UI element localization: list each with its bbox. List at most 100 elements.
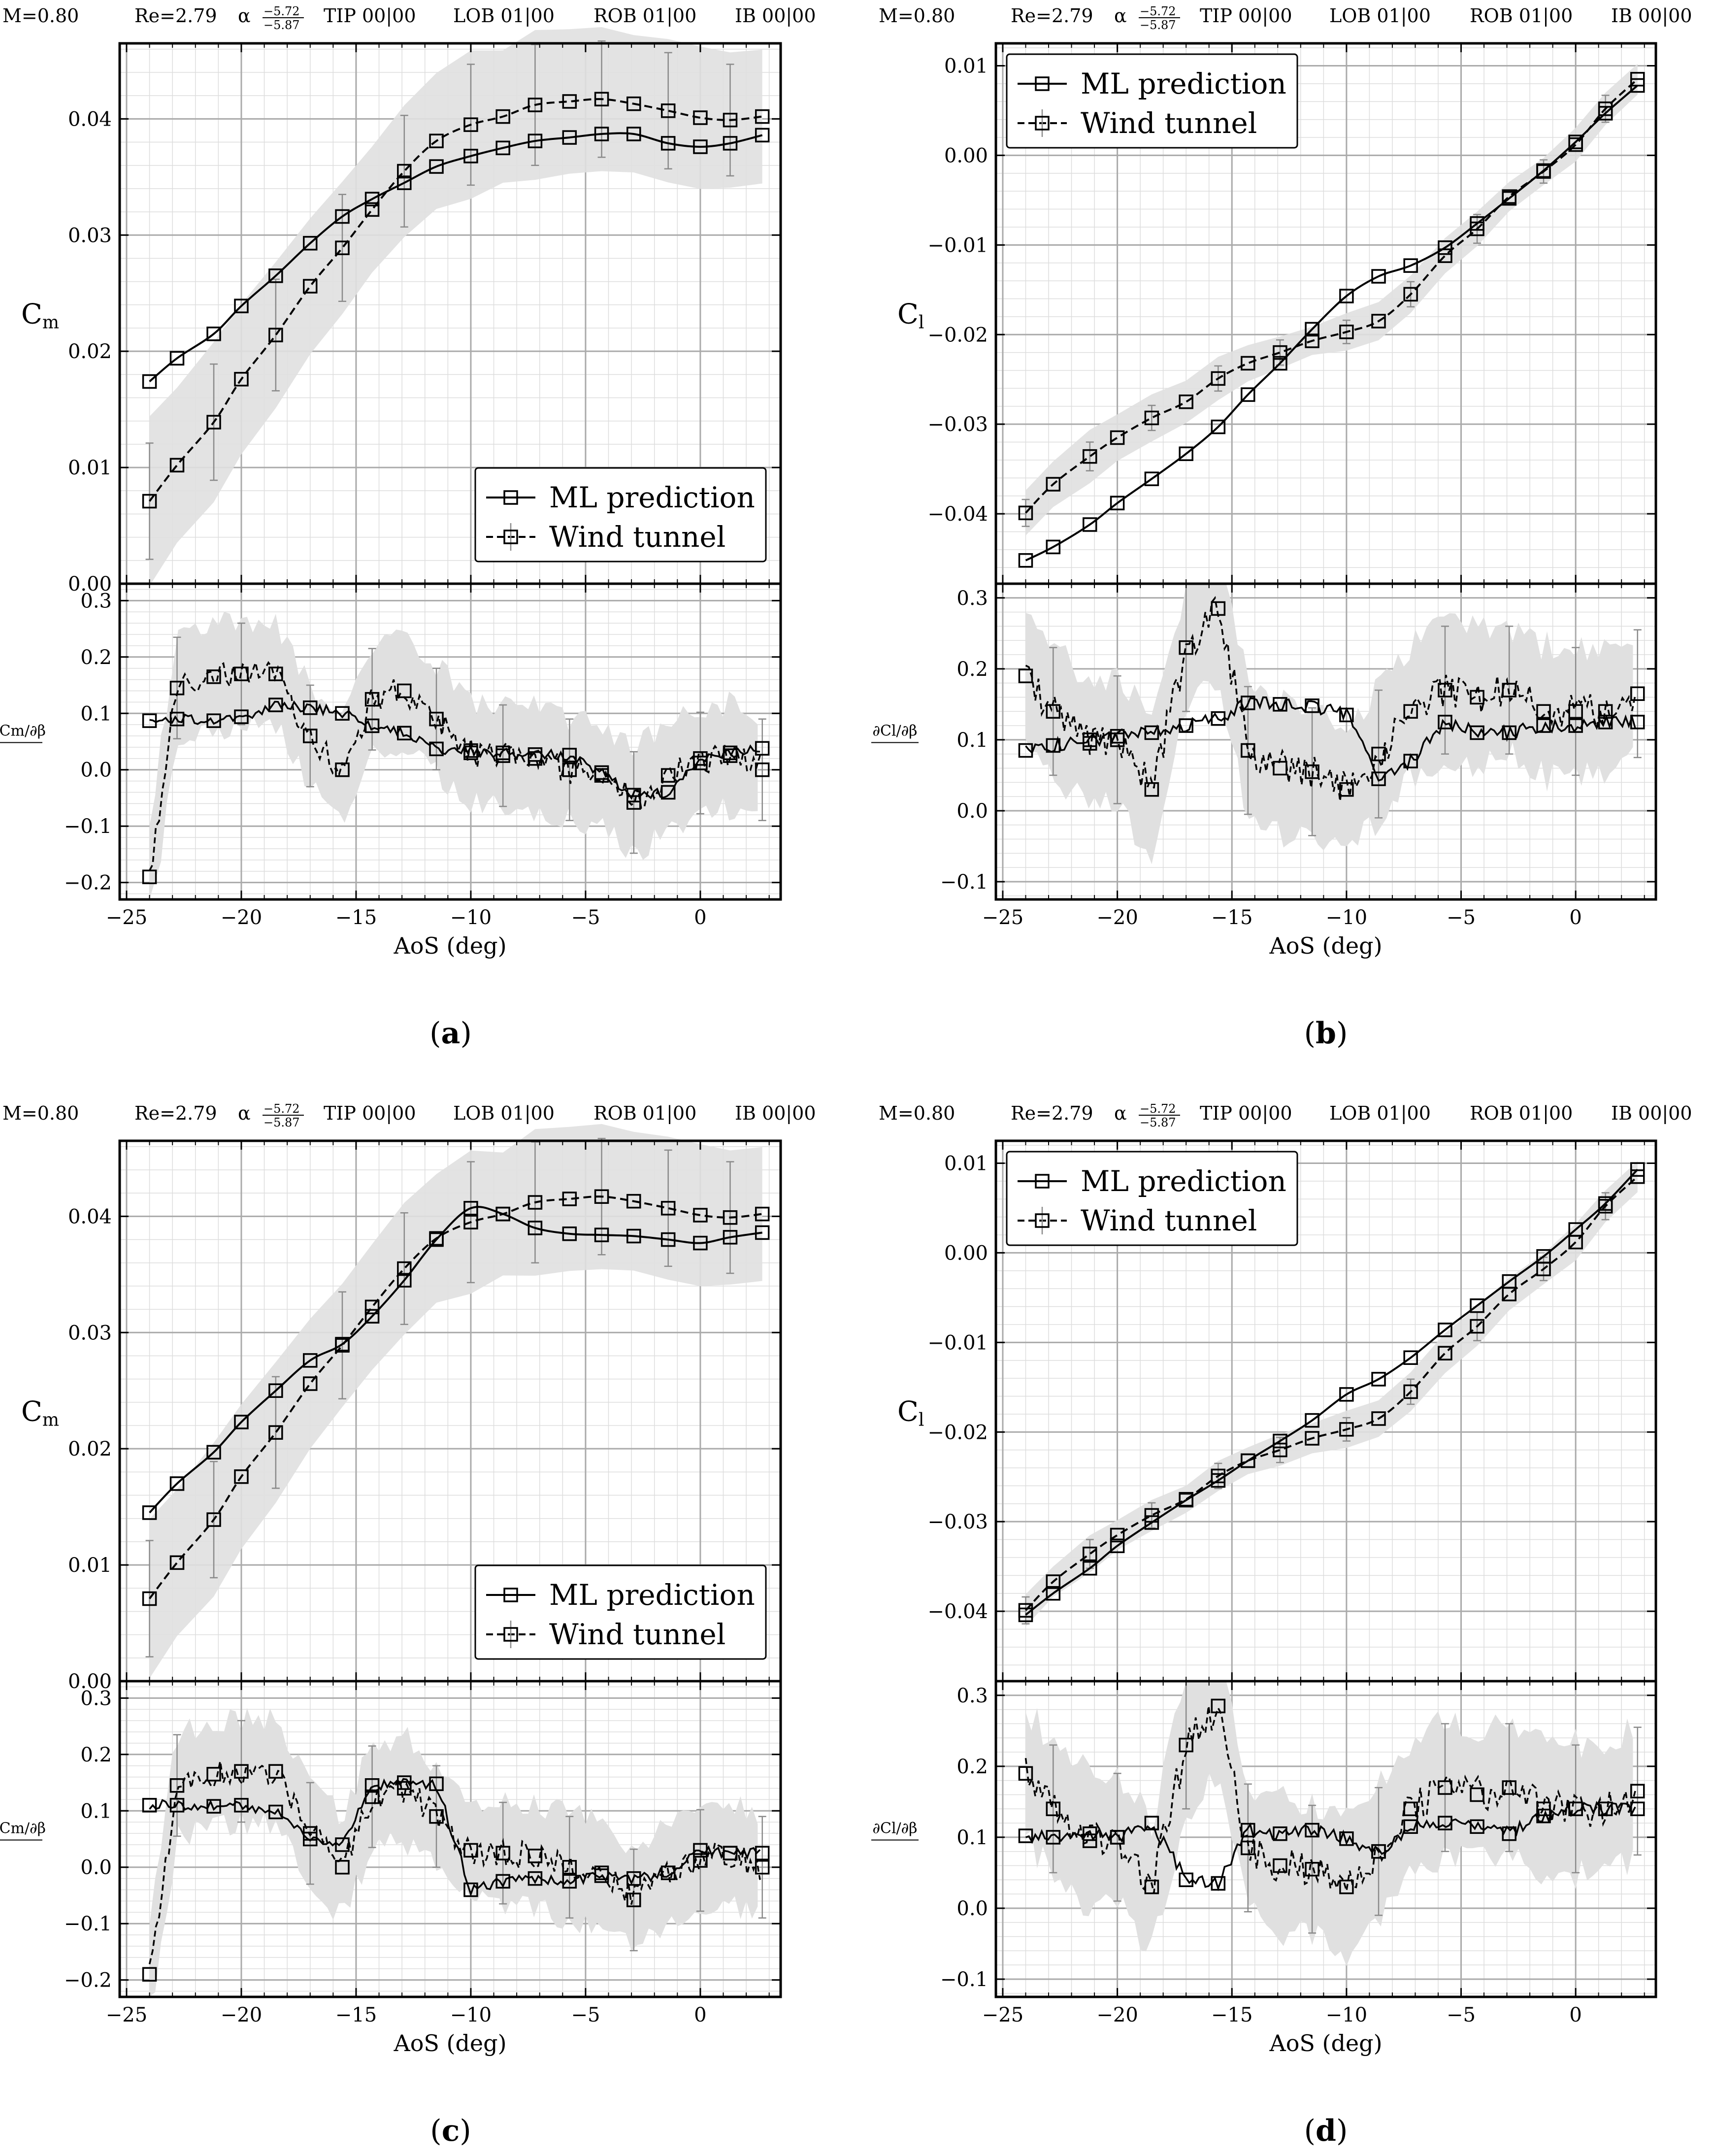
marker-ml-prediction	[1305, 1413, 1319, 1428]
marker-ml-prediction-derivative	[1470, 1819, 1484, 1834]
series-line-wind-tunnel-derivative	[148, 1761, 761, 1964]
marker-wind-tunnel	[495, 109, 510, 124]
y-tick-label: −0.04	[927, 1600, 988, 1623]
marker-ml-prediction-derivative	[1470, 725, 1484, 740]
y-tick-label: 0.01	[68, 1554, 112, 1577]
marker-ml-prediction	[1371, 269, 1386, 284]
marker-wind-tunnel-derivative	[1305, 1861, 1319, 1877]
marker-wind-tunnel	[1403, 1384, 1418, 1399]
marker-wind-tunnel	[1273, 345, 1287, 360]
marker-ml-prediction-derivative	[364, 718, 380, 733]
marker-wind-tunnel-derivative	[626, 1892, 641, 1907]
marker-ml-prediction-derivative	[1179, 718, 1193, 733]
panel-label-close: )	[460, 2114, 471, 2148]
header-reynolds: Re=2.79	[134, 5, 217, 27]
marker-ml-prediction	[142, 374, 157, 389]
marker-wind-tunnel-derivative	[755, 1859, 770, 1875]
marker-wind-tunnel	[1438, 248, 1452, 263]
y-tick-label: 0.0	[80, 1857, 112, 1879]
variability-band	[1025, 1681, 1633, 1966]
header-tip: TIP 00|00	[1200, 1102, 1292, 1124]
marker-ml-prediction	[1018, 553, 1033, 568]
marker-ml-prediction	[1598, 1196, 1613, 1211]
marker-wind-tunnel	[1403, 287, 1418, 302]
marker-ml-prediction-derivative	[1241, 1823, 1255, 1838]
marker-wind-tunnel-derivative	[495, 1846, 510, 1860]
marker-ml-prediction	[463, 149, 478, 164]
plot-frame	[118, 1680, 782, 1998]
y-axis-label-derivative: ∂Cm/∂β	[0, 723, 46, 740]
marker-ml-prediction	[723, 1230, 738, 1245]
marker-ml-prediction-derivative	[1018, 1828, 1033, 1843]
panel-label-letter: b	[1316, 1016, 1336, 1051]
marker-ml-prediction	[1211, 419, 1226, 434]
marker-ml-prediction	[206, 327, 221, 341]
marker-ml-prediction	[594, 1227, 609, 1242]
x-tick-label: 0	[1569, 2004, 1581, 2026]
marker-wind-tunnel	[268, 1425, 283, 1440]
y-tick-label: −0.02	[927, 1421, 988, 1444]
x-tick-label: −20	[1096, 2004, 1138, 2026]
marker-ml-prediction	[1438, 240, 1452, 255]
marker-ml-prediction	[1630, 78, 1645, 93]
marker-ml-prediction-derivative	[562, 1874, 577, 1889]
header-tip: TIP 00|00	[1200, 5, 1292, 27]
marker-wind-tunnel-derivative	[463, 1843, 478, 1858]
x-tick-label: −10	[1326, 2004, 1367, 2026]
marker-ml-prediction-derivative	[1305, 1823, 1319, 1838]
marker-ml-prediction	[1502, 191, 1516, 206]
legend-label-wind-tunnel: Wind tunnel	[549, 520, 725, 554]
marker-wind-tunnel	[206, 415, 221, 430]
marker-ml-prediction-derivative	[1110, 1830, 1125, 1845]
marker-wind-tunnel-derivative	[626, 795, 641, 810]
y-axis-label-sub: m	[42, 1410, 59, 1430]
x-tick-label: −10	[1326, 906, 1367, 929]
marker-wind-tunnel-derivative	[1018, 668, 1033, 684]
marker-ml-prediction-derivative	[234, 709, 249, 724]
panel-label-open: (	[430, 2114, 441, 2148]
marker-wind-tunnel-derivative	[1630, 1784, 1645, 1799]
marker-ml-prediction	[1144, 1515, 1159, 1530]
marker-ml-prediction	[1241, 387, 1255, 402]
legend-marker-ml-prediction	[503, 490, 518, 505]
header-ib: IB 00|00	[1611, 1102, 1692, 1124]
marker-wind-tunnel-derivative	[1598, 704, 1613, 719]
marker-ml-prediction	[1568, 1222, 1583, 1237]
legend: ML prediction Wind tunnel	[474, 1564, 767, 1660]
series-line-wind-tunnel	[149, 98, 762, 502]
legend-box	[474, 1564, 767, 1660]
marker-wind-tunnel	[1273, 1442, 1287, 1458]
panel-label-close: )	[460, 1016, 471, 1051]
header-alpha-bottom: −5.87	[264, 1116, 300, 1129]
panel-label-open: (	[1304, 1016, 1316, 1051]
marker-ml-prediction-derivative	[1568, 1801, 1583, 1817]
marker-ml-prediction	[397, 175, 412, 190]
marker-ml-prediction	[1241, 1453, 1255, 1468]
marker-wind-tunnel	[1371, 314, 1386, 329]
marker-wind-tunnel	[234, 1469, 249, 1484]
marker-ml-prediction-derivative	[755, 741, 770, 756]
y-tick-label: 0.1	[80, 702, 112, 725]
marker-wind-tunnel-derivative	[1179, 640, 1193, 655]
marker-ml-prediction-derivative	[527, 1871, 543, 1886]
marker-ml-prediction	[142, 1505, 157, 1520]
y-tick-label: 0.3	[956, 587, 988, 610]
marker-ml-prediction-derivative	[397, 726, 412, 741]
marker-ml-prediction-derivative	[1046, 1830, 1061, 1845]
y-tick-label: −0.03	[927, 413, 988, 436]
marker-ml-prediction-derivative	[268, 1804, 283, 1820]
y-tick-label: 0.04	[68, 1205, 112, 1228]
legend-box	[474, 467, 767, 563]
marker-wind-tunnel	[527, 98, 543, 112]
panel-label-letter: c	[442, 2114, 460, 2148]
marker-ml-prediction	[1046, 539, 1061, 555]
marker-wind-tunnel	[626, 96, 641, 111]
marker-ml-prediction	[1018, 1607, 1033, 1623]
marker-ml-prediction-derivative	[1371, 771, 1386, 786]
y-tick-label: 0.3	[80, 1687, 112, 1710]
x-axis-label: AoS (deg)	[1269, 932, 1382, 959]
y-axis-label-derivative: ∂Cl/∂β	[872, 1820, 917, 1837]
header-rob: ROB 01|00	[593, 5, 696, 27]
marker-wind-tunnel-derivative	[755, 762, 770, 777]
marker-wind-tunnel	[1211, 371, 1226, 386]
